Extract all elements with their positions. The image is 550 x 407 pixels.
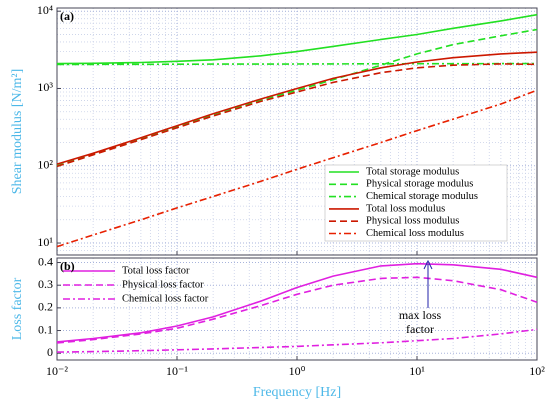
x-tick-label: 10⁰ [289, 364, 306, 378]
y-tick-label: 10³ [37, 80, 53, 94]
callout-text: factor [406, 322, 434, 336]
legend-label: Chemical loss modulus [366, 228, 464, 239]
legend-label: Physical loss modulus [366, 216, 459, 227]
series-line [56, 13, 538, 65]
axes-box [56, 257, 538, 361]
y-axis-label: Loss factor [10, 277, 25, 340]
legend-label: Total loss factor [122, 265, 190, 276]
legend-label: Total loss modulus [366, 203, 445, 214]
y-tick-label: 0.3 [38, 277, 53, 291]
legend-label: Total storage modulus [366, 166, 459, 177]
x-tick-label: 10¹ [409, 364, 425, 378]
y-tick-label: 10⁴ [37, 3, 53, 17]
y-tick-label: 0.1 [38, 322, 53, 336]
axes-box [56, 7, 538, 256]
series-line [57, 62, 537, 66]
series-line [56, 51, 538, 165]
legend-label: Physical storage modulus [366, 179, 473, 190]
y-tick-label: 0.4 [38, 254, 53, 268]
x-tick-label: 10⁻¹ [166, 364, 188, 378]
x-tick-label: 10⁻² [46, 364, 68, 378]
panel-label: (b) [60, 259, 75, 273]
y-tick-label: 10¹ [37, 235, 53, 249]
series-line [56, 276, 538, 344]
y-tick-label: 0 [47, 345, 53, 359]
series-line [56, 63, 538, 168]
legend-label: Physical loss factor [122, 279, 204, 290]
y-tick-label: 0.2 [38, 300, 53, 314]
x-axis-label: Frequency [Hz] [253, 385, 341, 400]
legend-label: Chemical storage modulus [366, 191, 478, 202]
legend-box [324, 164, 508, 242]
x-tick-label: 10² [529, 364, 545, 378]
y-tick-label: 10² [37, 158, 53, 172]
series-line [56, 262, 538, 343]
panel-label: (a) [60, 9, 74, 23]
series-line [56, 89, 538, 248]
y-axis-label: Shear modulus [N/m²] [10, 69, 25, 195]
callout-text: max loss [399, 308, 442, 322]
series-line [56, 328, 538, 353]
callout-arrowhead [423, 259, 433, 270]
legend-label: Chemical loss factor [122, 293, 209, 304]
